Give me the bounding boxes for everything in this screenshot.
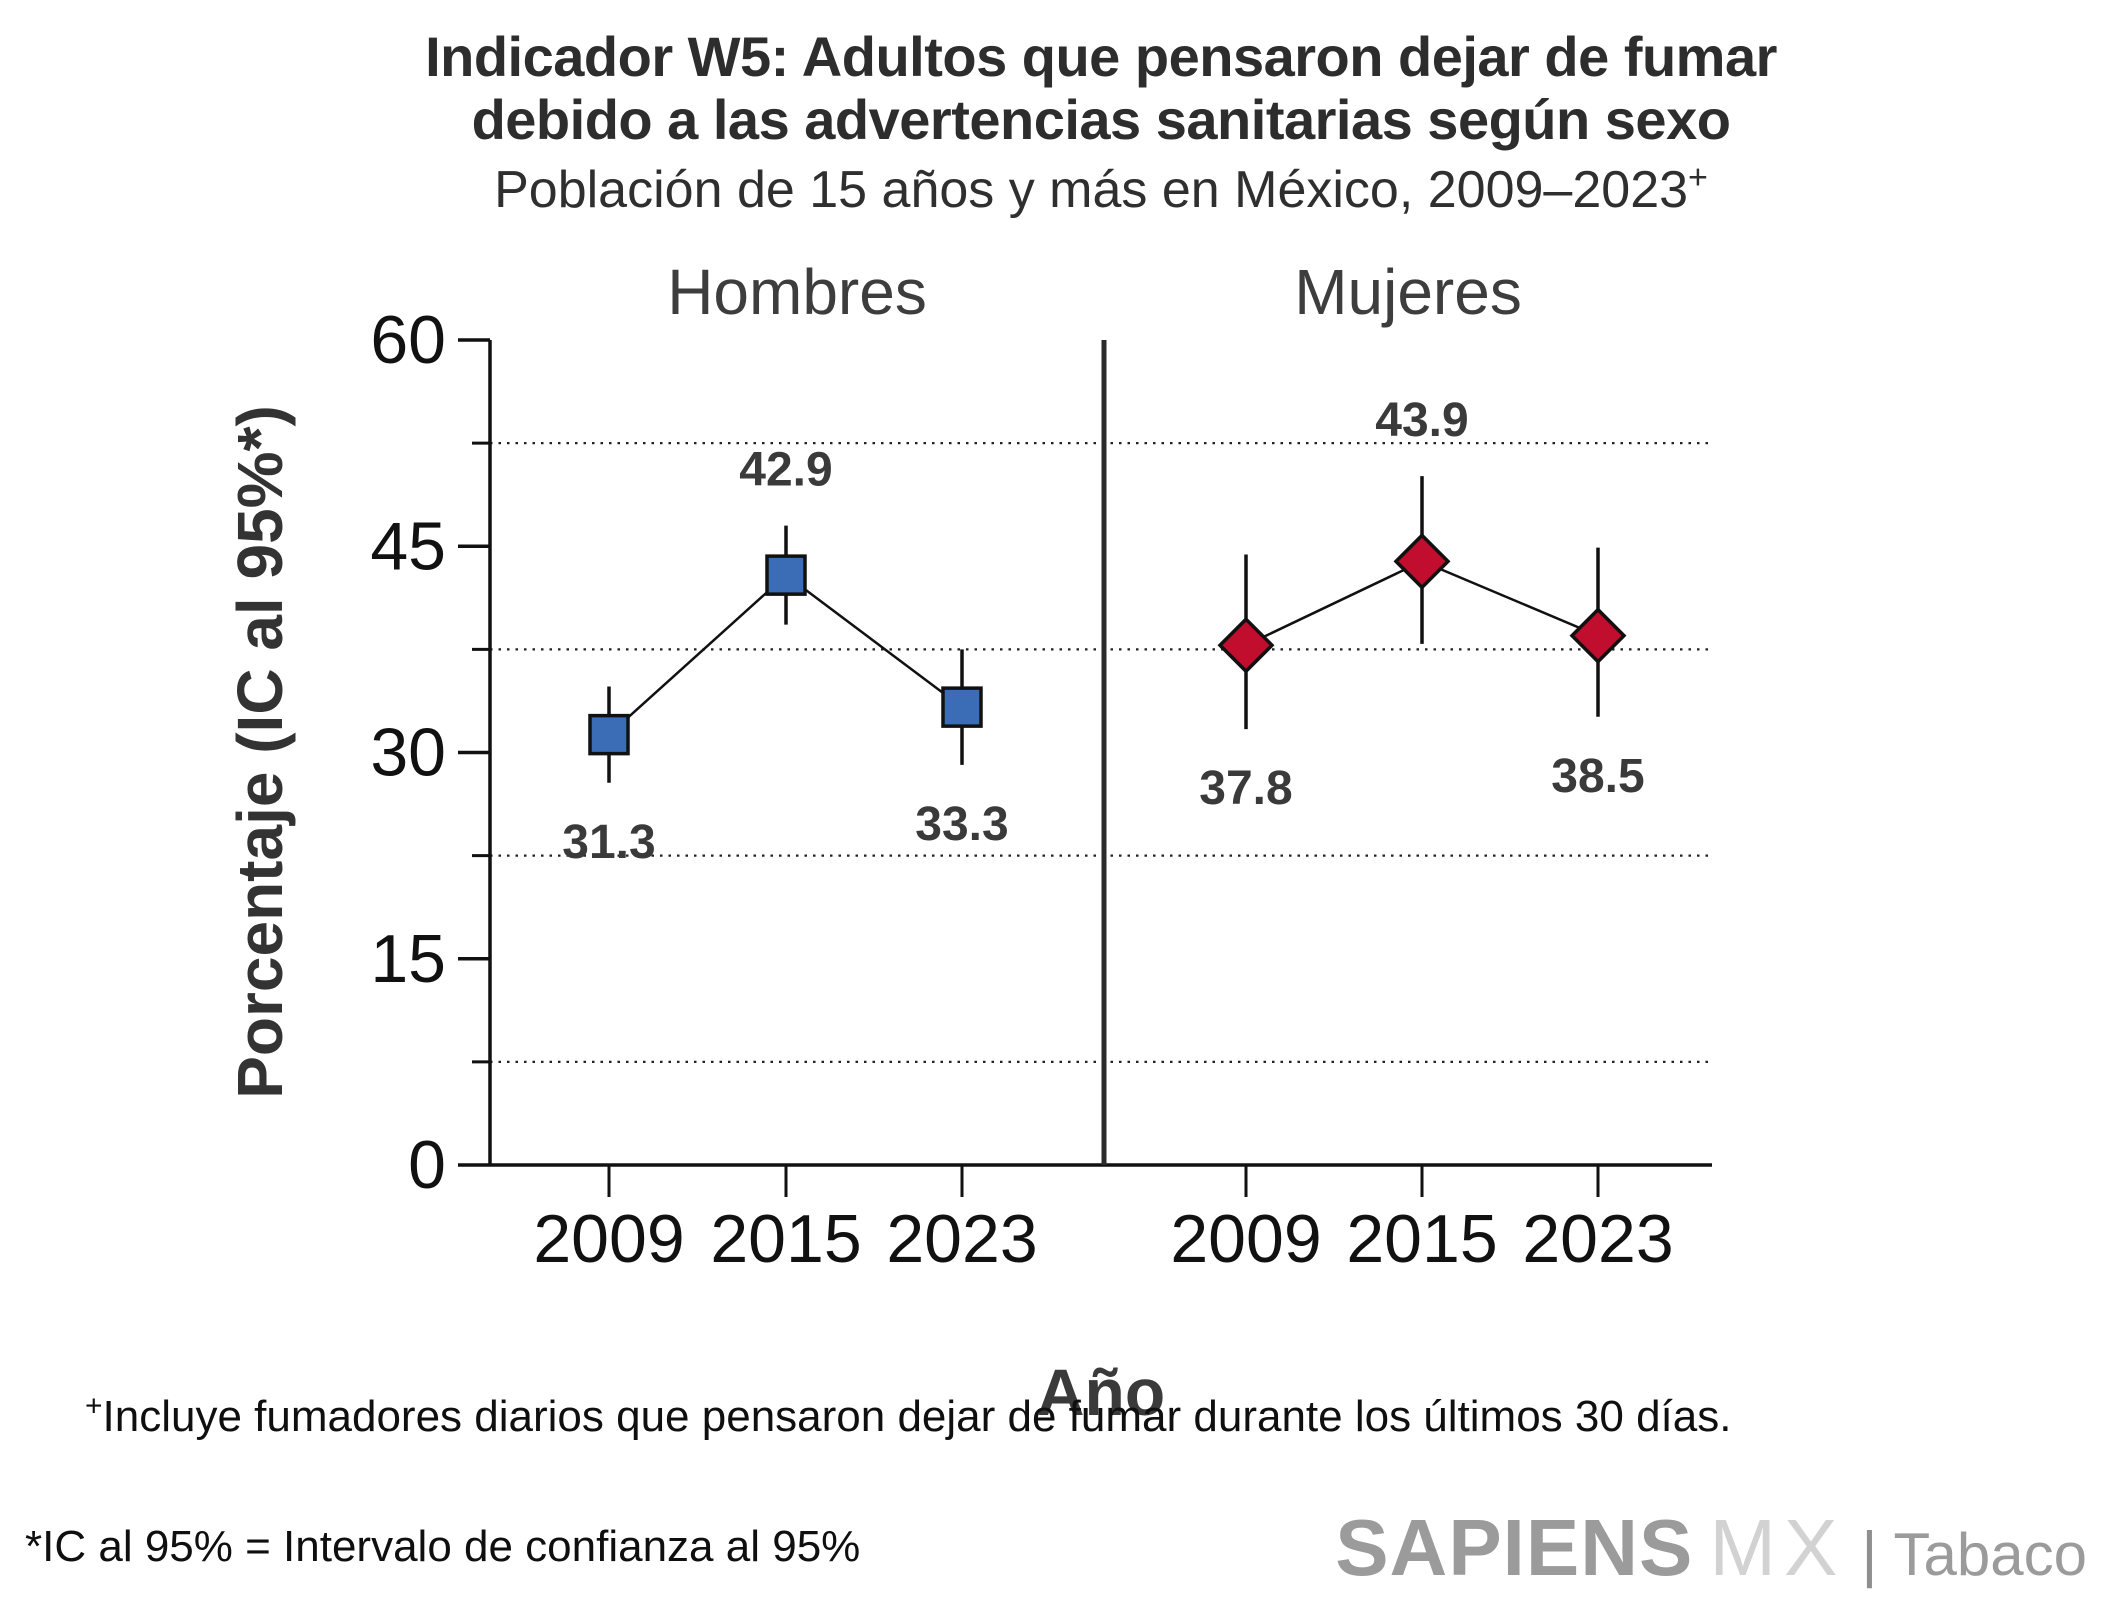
data-point-square <box>588 713 630 756</box>
y-tick-label: 15 <box>370 921 446 997</box>
data-point-square <box>941 686 983 728</box>
data-label: 37.8 <box>1199 762 1292 815</box>
x-tick-label: 2023 <box>1522 1201 1673 1277</box>
title-block: Indicador W5: Adultos que pensaron dejar… <box>97 25 2105 220</box>
x-tick-label: 2015 <box>710 1201 861 1277</box>
data-point-diamond <box>1217 616 1275 674</box>
panel-title-mujeres: Mujeres <box>1294 256 1522 328</box>
sapiens-logo: SAPIENS MX | Tabaco <box>1335 1502 2087 1594</box>
data-label: 31.3 <box>562 816 655 869</box>
data-label: 42.9 <box>739 444 832 497</box>
footnote-ci-definition: *IC al 95% = Intervalo de confianza al 9… <box>25 1522 861 1571</box>
y-tick-label: 45 <box>370 508 446 584</box>
chart-title-line1: Indicador W5: Adultos que pensaron dejar… <box>425 25 1777 88</box>
panel-title-hombres: Hombres <box>667 256 927 328</box>
subtitle-superscript: + <box>1688 159 1708 198</box>
y-tick-label: 30 <box>370 715 446 791</box>
logo-divider: | <box>1861 1520 1878 1589</box>
x-tick-label: 2009 <box>1170 1201 1321 1277</box>
data-label: 38.5 <box>1551 750 1644 803</box>
footnote-plus-mark: + <box>85 1389 103 1423</box>
x-tick-label: 2023 <box>886 1201 1037 1277</box>
y-axis-title: Porcentaje (IC al 95%*) <box>224 405 296 1099</box>
footnote-includes-text: Incluye fumadores diarios que pensaron d… <box>102 1392 1732 1441</box>
footnote-includes: +Incluye fumadores diarios que pensaron … <box>85 1389 1732 1442</box>
chart-subtitle: Población de 15 años y más en México, 20… <box>97 161 2105 219</box>
data-point-diamond <box>1393 532 1451 590</box>
x-tick-label: 2009 <box>533 1201 684 1277</box>
y-tick-label: 60 <box>370 302 446 378</box>
x-axis-title: Año <box>1037 1355 1165 1429</box>
data-point-diamond <box>1569 607 1627 665</box>
chart-title-line2: debido a las advertencias sanitarias seg… <box>471 87 1731 151</box>
y-tick-label: 0 <box>408 1127 446 1203</box>
logo-suffix: Tabaco <box>1893 1521 2087 1588</box>
logo-mx: MX <box>1709 1503 1846 1592</box>
data-label: 43.9 <box>1375 394 1468 447</box>
x-tick-label: 2015 <box>1346 1201 1497 1277</box>
logo-brand: SAPIENS <box>1335 1503 1694 1592</box>
data-label: 33.3 <box>915 798 1008 851</box>
subtitle-text: Población de 15 años y más en México, 20… <box>494 161 1689 220</box>
data-point-square <box>765 554 807 596</box>
